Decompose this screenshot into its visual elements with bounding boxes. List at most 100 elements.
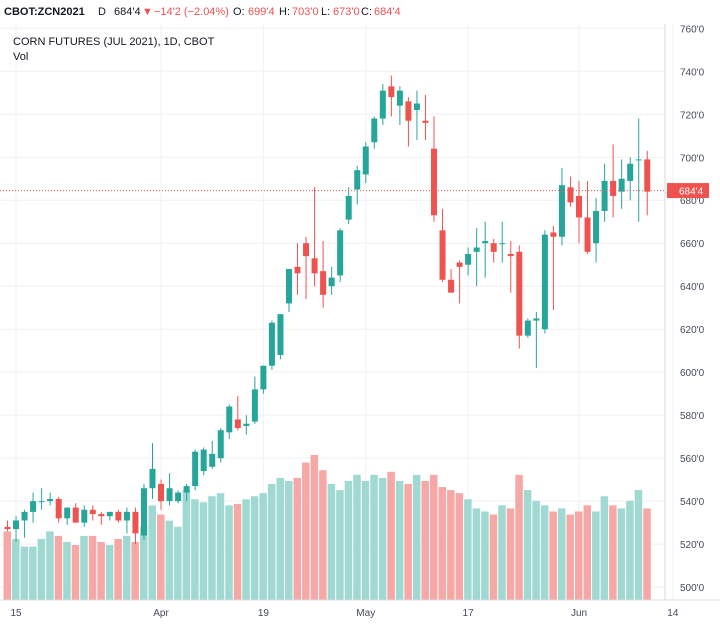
candle-body [337,230,344,276]
candle-body [558,185,565,237]
volume-bar [395,480,404,600]
last-price-badge-label: 684'4 [679,187,704,198]
candle-body [64,507,71,519]
y-tick-label: 540'0 [680,497,705,508]
x-tick-label: 15 [10,608,22,619]
volume-bar [438,487,447,600]
candle-body [465,253,472,265]
candle-body [541,234,548,330]
candle-body [303,243,310,257]
symbol-name[interactable]: CBOT:ZCN2021 [4,6,85,18]
close-label: C: [361,6,372,18]
volume-bar [353,474,361,600]
volume-bar [404,484,412,600]
volume-bar [37,538,46,600]
x-tick-label: Apr [153,608,169,619]
candle-body [635,159,642,161]
volume-bar [233,503,242,600]
volume-bar [566,514,574,600]
time-axis[interactable]: 15Apr19May17Jun1424 [10,608,720,619]
y-tick-label: 620'0 [680,325,705,336]
candle-body [379,90,386,119]
candle-body [158,483,165,502]
y-tick-label: 600'0 [680,368,705,379]
volume-bar [54,535,63,600]
volume-bar [336,490,344,600]
candles [4,75,651,545]
candle-body [200,449,207,472]
candle-body [524,320,531,336]
last-price-badge-bg [667,183,709,199]
volume-bar [80,535,88,600]
candle-body [593,210,600,244]
candle-body [21,511,28,521]
volume-bar [600,496,609,600]
candle-body [610,180,617,196]
volume-bar [174,526,182,600]
candle-body [81,509,88,523]
volume-bar [114,538,122,600]
candle-body [209,453,216,467]
volume-bar [63,542,71,600]
volume-bar [199,502,208,600]
candle-body [576,195,583,218]
candle-body [38,501,45,503]
candle-body [550,232,557,237]
volume-bar [242,499,250,600]
volume-bar [592,511,600,600]
candle-body [55,498,62,519]
volume-bar [46,531,54,600]
volume-bar [387,471,395,600]
volume-bar [327,484,336,600]
candle-body [89,509,96,515]
volume-bar [370,474,378,600]
y-tick-label: 700'0 [680,153,705,164]
candle-body [456,262,463,267]
x-tick-label: 19 [258,608,270,619]
volume-bar [626,500,634,600]
volume-bar [131,542,139,600]
candle-body [601,180,608,211]
volume-bar [97,542,105,600]
candle-body [439,230,446,280]
high-label: H: [279,6,290,18]
interval-label[interactable]: D [98,6,106,18]
volume-bar [284,480,293,600]
volume-bar [481,511,489,600]
y-tick-label: 760'0 [680,24,705,35]
volume-bar [643,508,651,600]
volume-bar [532,500,540,600]
volume-bar [250,496,259,600]
y-tick-label: 660'0 [680,239,705,250]
volume-bar [506,508,515,600]
candle-body [149,468,156,489]
volume-bar [609,505,617,600]
price-axis[interactable]: 500'0 520'0 540'0 560'0 580'0 600'0 620'0 640'0… [680,24,705,594]
candle-body [183,486,190,493]
open-label: O: [233,6,245,18]
volume-bar [575,511,583,600]
candle-body [567,187,574,203]
volume-bar [378,477,387,600]
volume-bar [557,508,566,600]
low-label: L: [321,6,331,18]
candle-body [473,247,480,252]
volume-bar [344,480,353,600]
candle-body [533,318,540,321]
x-tick-label: 14 [667,608,679,619]
candle-body [277,314,284,355]
candle-body [644,159,651,192]
volume-bar [617,508,626,600]
volume-bar [267,484,276,600]
y-tick-label: 500'0 [680,583,705,594]
candle-body [285,269,292,304]
candle-body [106,511,113,517]
candle-body [388,86,395,98]
volume-bar [489,514,498,600]
candle-body [584,217,591,252]
candle-body [72,507,79,523]
down-arrow-icon: ▼ [142,6,153,18]
candle-body [311,258,318,274]
volume-bar [208,496,216,600]
